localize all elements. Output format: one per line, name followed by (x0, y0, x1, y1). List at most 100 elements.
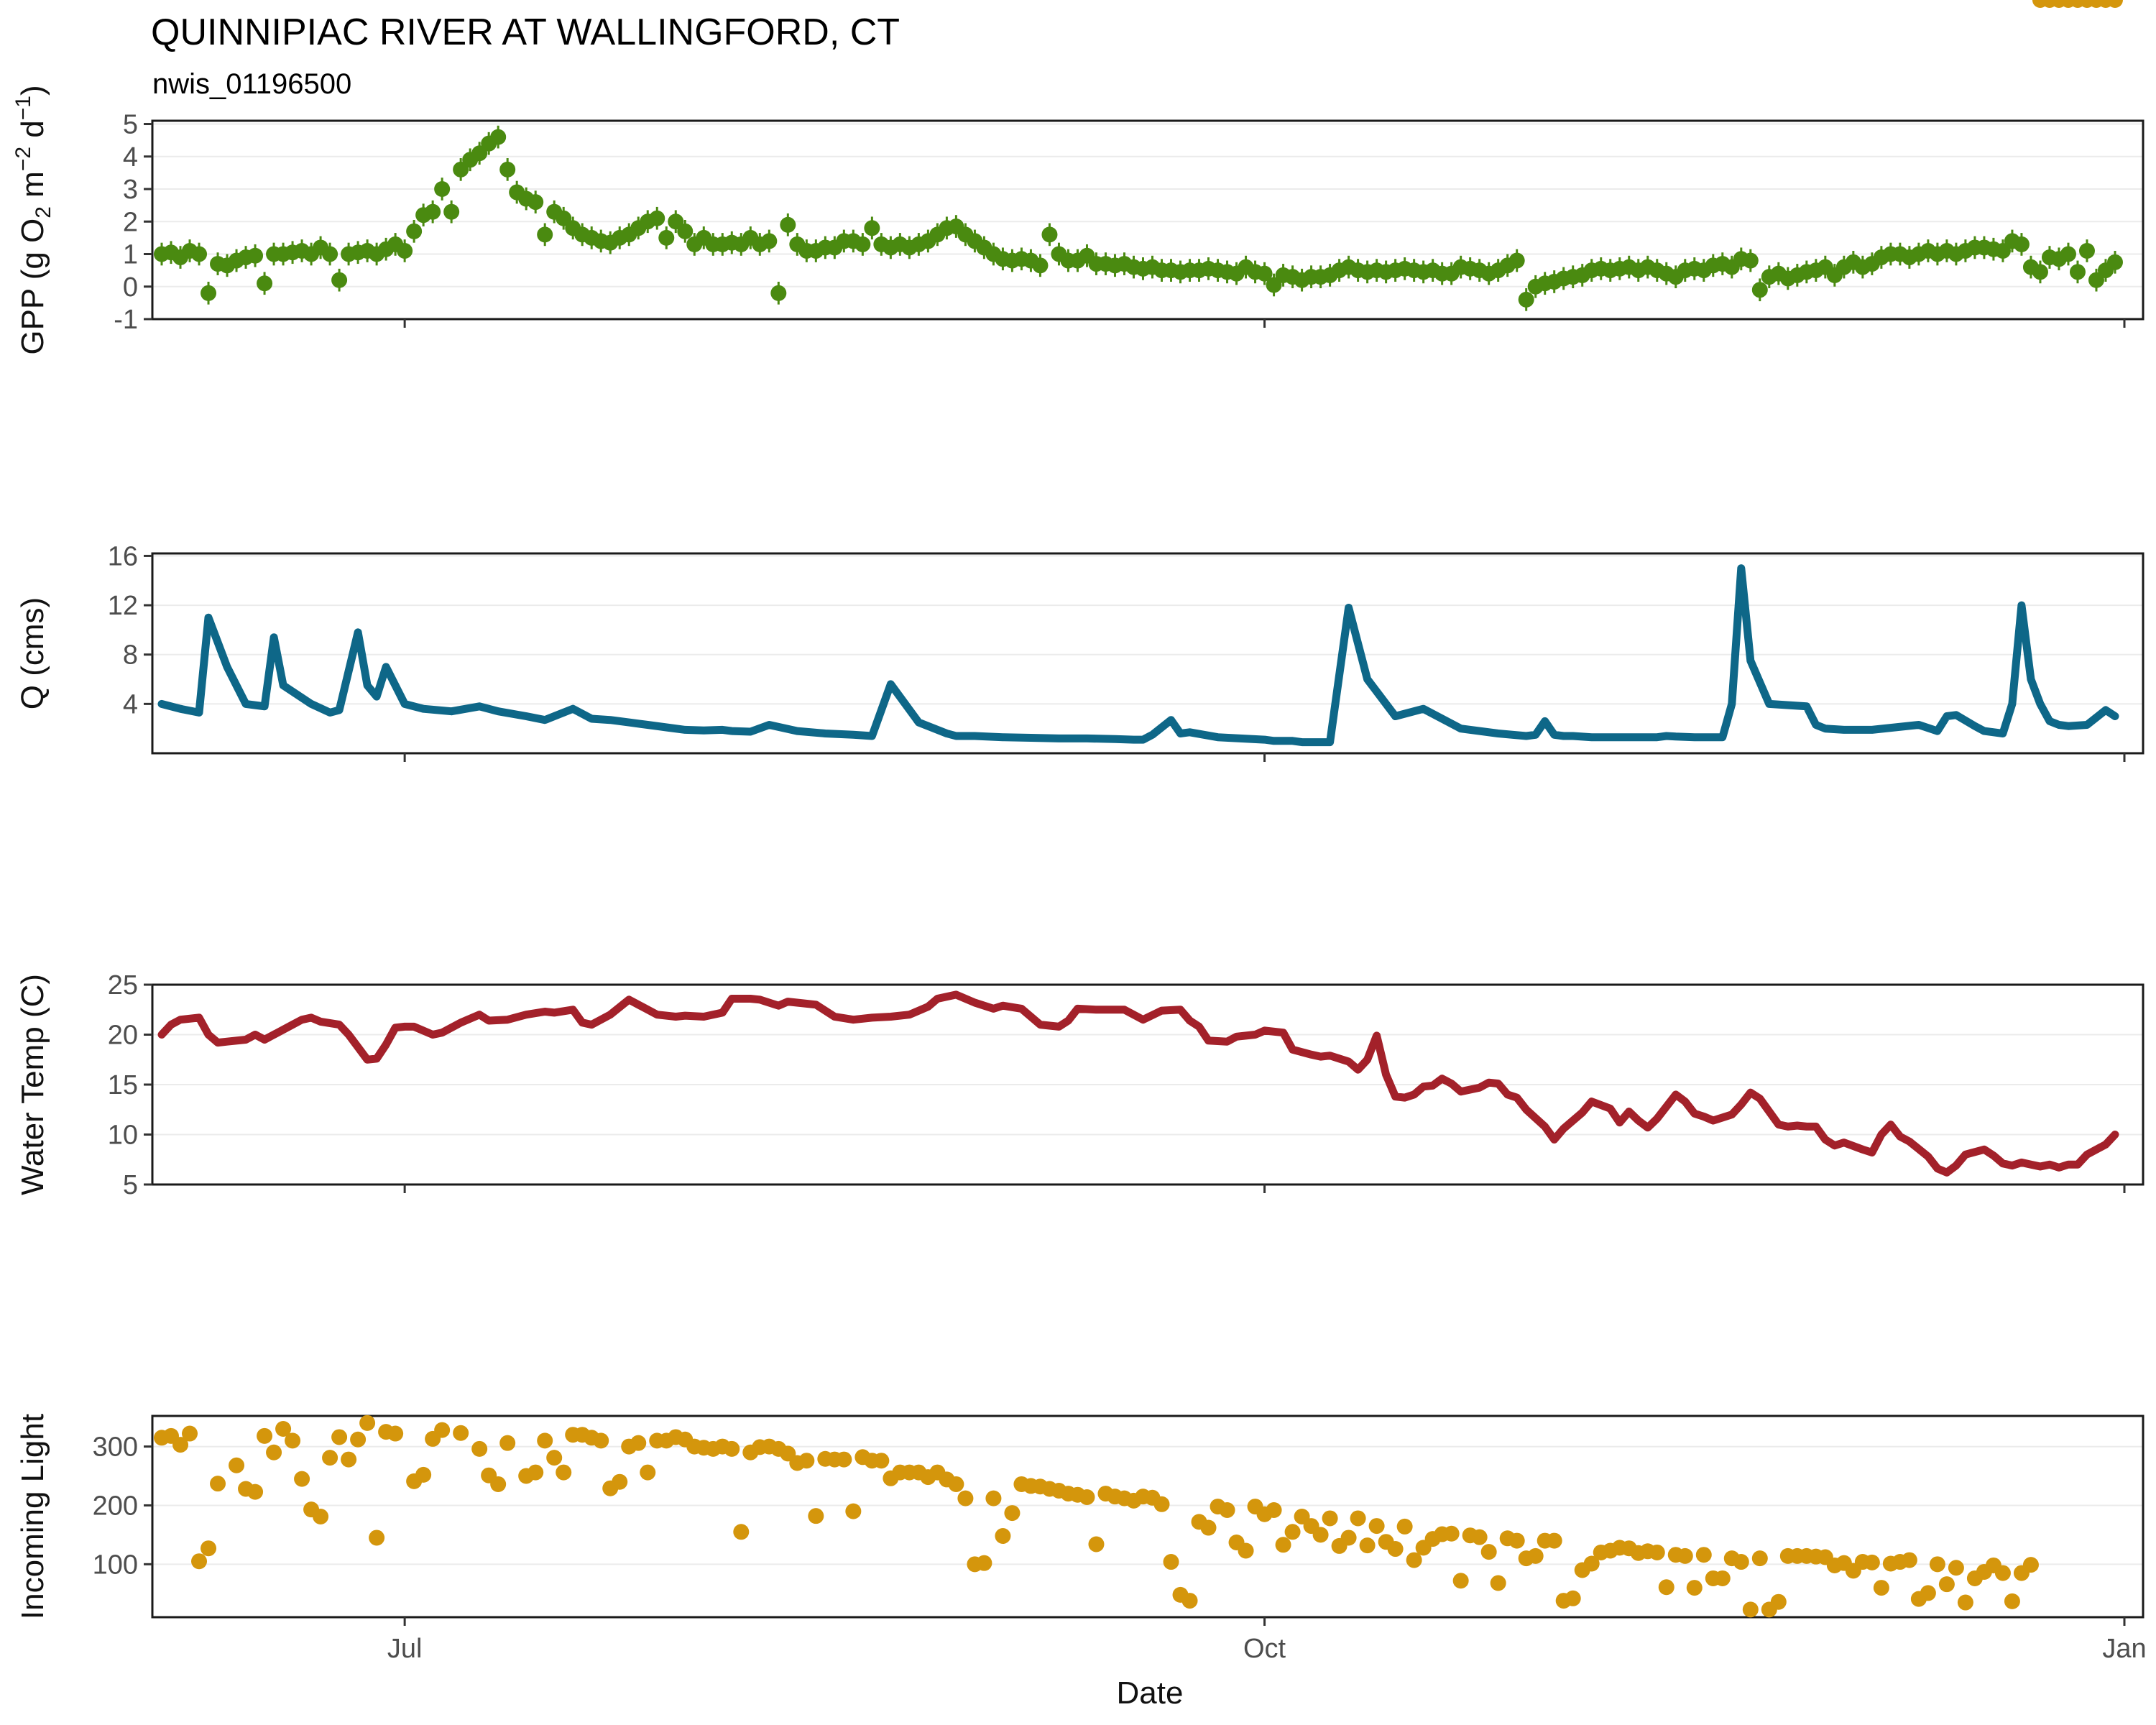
incoming-light-data-point (285, 1432, 301, 1449)
x-tick-label: Oct (1243, 1634, 1286, 1664)
incoming-light-data-point (341, 1451, 357, 1468)
gpp-y-tick-label: -1 (114, 305, 138, 335)
x-axis: Jul Oct Jan (387, 1634, 2147, 1664)
x-tick-label: Jul (387, 1634, 423, 1664)
incoming-light-data-point (1686, 1580, 1703, 1596)
incoming-light-data-point (257, 1427, 273, 1444)
incoming-light-y-tick-label: 200 (93, 1491, 138, 1521)
gpp-data-point (1041, 226, 1058, 243)
discharge-panel-border (151, 552, 2145, 755)
incoming-light-data-point (191, 1553, 208, 1570)
gpp-data-point (247, 247, 264, 264)
gpp-data-point (761, 233, 778, 249)
gpp-data-point (453, 161, 469, 178)
incoming-light-data-point (2022, 1557, 2039, 1573)
gpp-data-point (2060, 246, 2076, 262)
gpp-data-point (2032, 264, 2048, 280)
incoming-light-data-point (985, 1490, 1002, 1506)
gpp-data-point (2069, 264, 2086, 280)
incoming-light-data-point (1751, 1550, 1768, 1567)
incoming-light-data-point (1920, 1585, 1936, 1601)
gpp-data-point (1032, 257, 1049, 274)
gpp-y-tick-label: 0 (123, 272, 138, 303)
incoming-light-data-point (724, 1440, 740, 1457)
incoming-light-data-point (1714, 1570, 1731, 1586)
gpp-data-point (649, 210, 665, 226)
incoming-light-data-point (528, 1464, 544, 1481)
gpp-data-point (191, 246, 208, 262)
discharge-y-tick-label: 12 (108, 591, 138, 621)
incoming-light-data-point (1565, 1590, 1581, 1606)
incoming-light-data-point (201, 1540, 217, 1557)
incoming-light-data-point (1948, 1560, 1964, 1576)
incoming-light-data-point (1088, 1536, 1105, 1552)
gpp-data-point (1994, 242, 2011, 259)
incoming-light-data-point (995, 1528, 1011, 1545)
incoming-light-data-point (1480, 1544, 1497, 1560)
gpp-data-point (1751, 282, 1768, 298)
gpp-data-point (668, 213, 684, 230)
incoming-light-data-point (1181, 1593, 1198, 1609)
incoming-light-panel-border (151, 1414, 2145, 1619)
incoming-light-data-point (359, 1414, 376, 1431)
incoming-light-data-point (1695, 1547, 1712, 1563)
incoming-light-data-point (1938, 1576, 1955, 1593)
incoming-light-data-point (350, 1431, 367, 1448)
gpp-data-point (1256, 265, 1273, 282)
gpp-data-point (331, 272, 348, 288)
gpp-data-point (537, 226, 553, 243)
incoming-light-data-point (1508, 1532, 1525, 1549)
gpp-data-point (434, 181, 451, 198)
gpp-y-tick-label: 2 (123, 207, 138, 237)
incoming-light-data-point (1266, 1501, 1282, 1518)
incoming-light-data-point (1471, 1529, 1488, 1545)
incoming-light-data-point (798, 1453, 815, 1469)
incoming-light-data-point (387, 1425, 404, 1442)
incoming-light-data-point (1238, 1542, 1254, 1559)
incoming-light-data-point (294, 1471, 310, 1487)
discharge-y-axis-title: Q (cms) (15, 597, 50, 709)
incoming-light-y-tick-label: 100 (93, 1550, 138, 1580)
incoming-light-data-point (1452, 1573, 1469, 1589)
gpp-data-point (1518, 291, 1534, 308)
water-temp-y-axis-title: Water Temp (C) (15, 974, 50, 1195)
gpp-data-point (201, 285, 217, 301)
incoming-light-data-point (976, 1555, 992, 1571)
incoming-light-data-point (640, 1464, 656, 1481)
incoming-light-data-point (313, 1509, 329, 1524)
gpp-data-point (490, 129, 507, 145)
gpp-data-point (1266, 277, 1282, 293)
incoming-light-data-point (1387, 1541, 1404, 1558)
discharge-series-line (157, 564, 2119, 747)
gpp-panel-border (151, 119, 2145, 321)
incoming-light-data-point (873, 1453, 890, 1469)
gpp-data-point (425, 203, 441, 220)
water-temp-series-line (157, 990, 2119, 1177)
incoming-light-data-point (172, 1437, 189, 1453)
incoming-light-data-point (247, 1484, 264, 1500)
incoming-light-data-point (453, 1425, 469, 1441)
x-axis-title: Date (1117, 1675, 1184, 1711)
incoming-light-data-point (275, 1421, 292, 1438)
incoming-light-data-point (1359, 1537, 1376, 1554)
incoming-light-data-point (612, 1473, 628, 1490)
incoming-light-data-point (1527, 1547, 1544, 1564)
gpp-data-point (1742, 252, 1759, 269)
gpp-data-point (2088, 272, 2104, 288)
incoming-light-data-point (1649, 1544, 1665, 1560)
gpp-data-point (1508, 252, 1525, 269)
gpp-data-point (2106, 254, 2123, 270)
incoming-light-data-point (1004, 1505, 1021, 1522)
gpp-data-point (499, 161, 516, 178)
incoming-light-data-point (593, 1432, 609, 1449)
incoming-light-data-point (1677, 1547, 1693, 1564)
gpp-data-point (406, 223, 423, 239)
water-temp-y-tick-label: 10 (108, 1121, 138, 1151)
incoming-light-data-point (1873, 1580, 1889, 1596)
incoming-light-data-point (1733, 1554, 1749, 1570)
incoming-light-data-point (1546, 1532, 1562, 1549)
